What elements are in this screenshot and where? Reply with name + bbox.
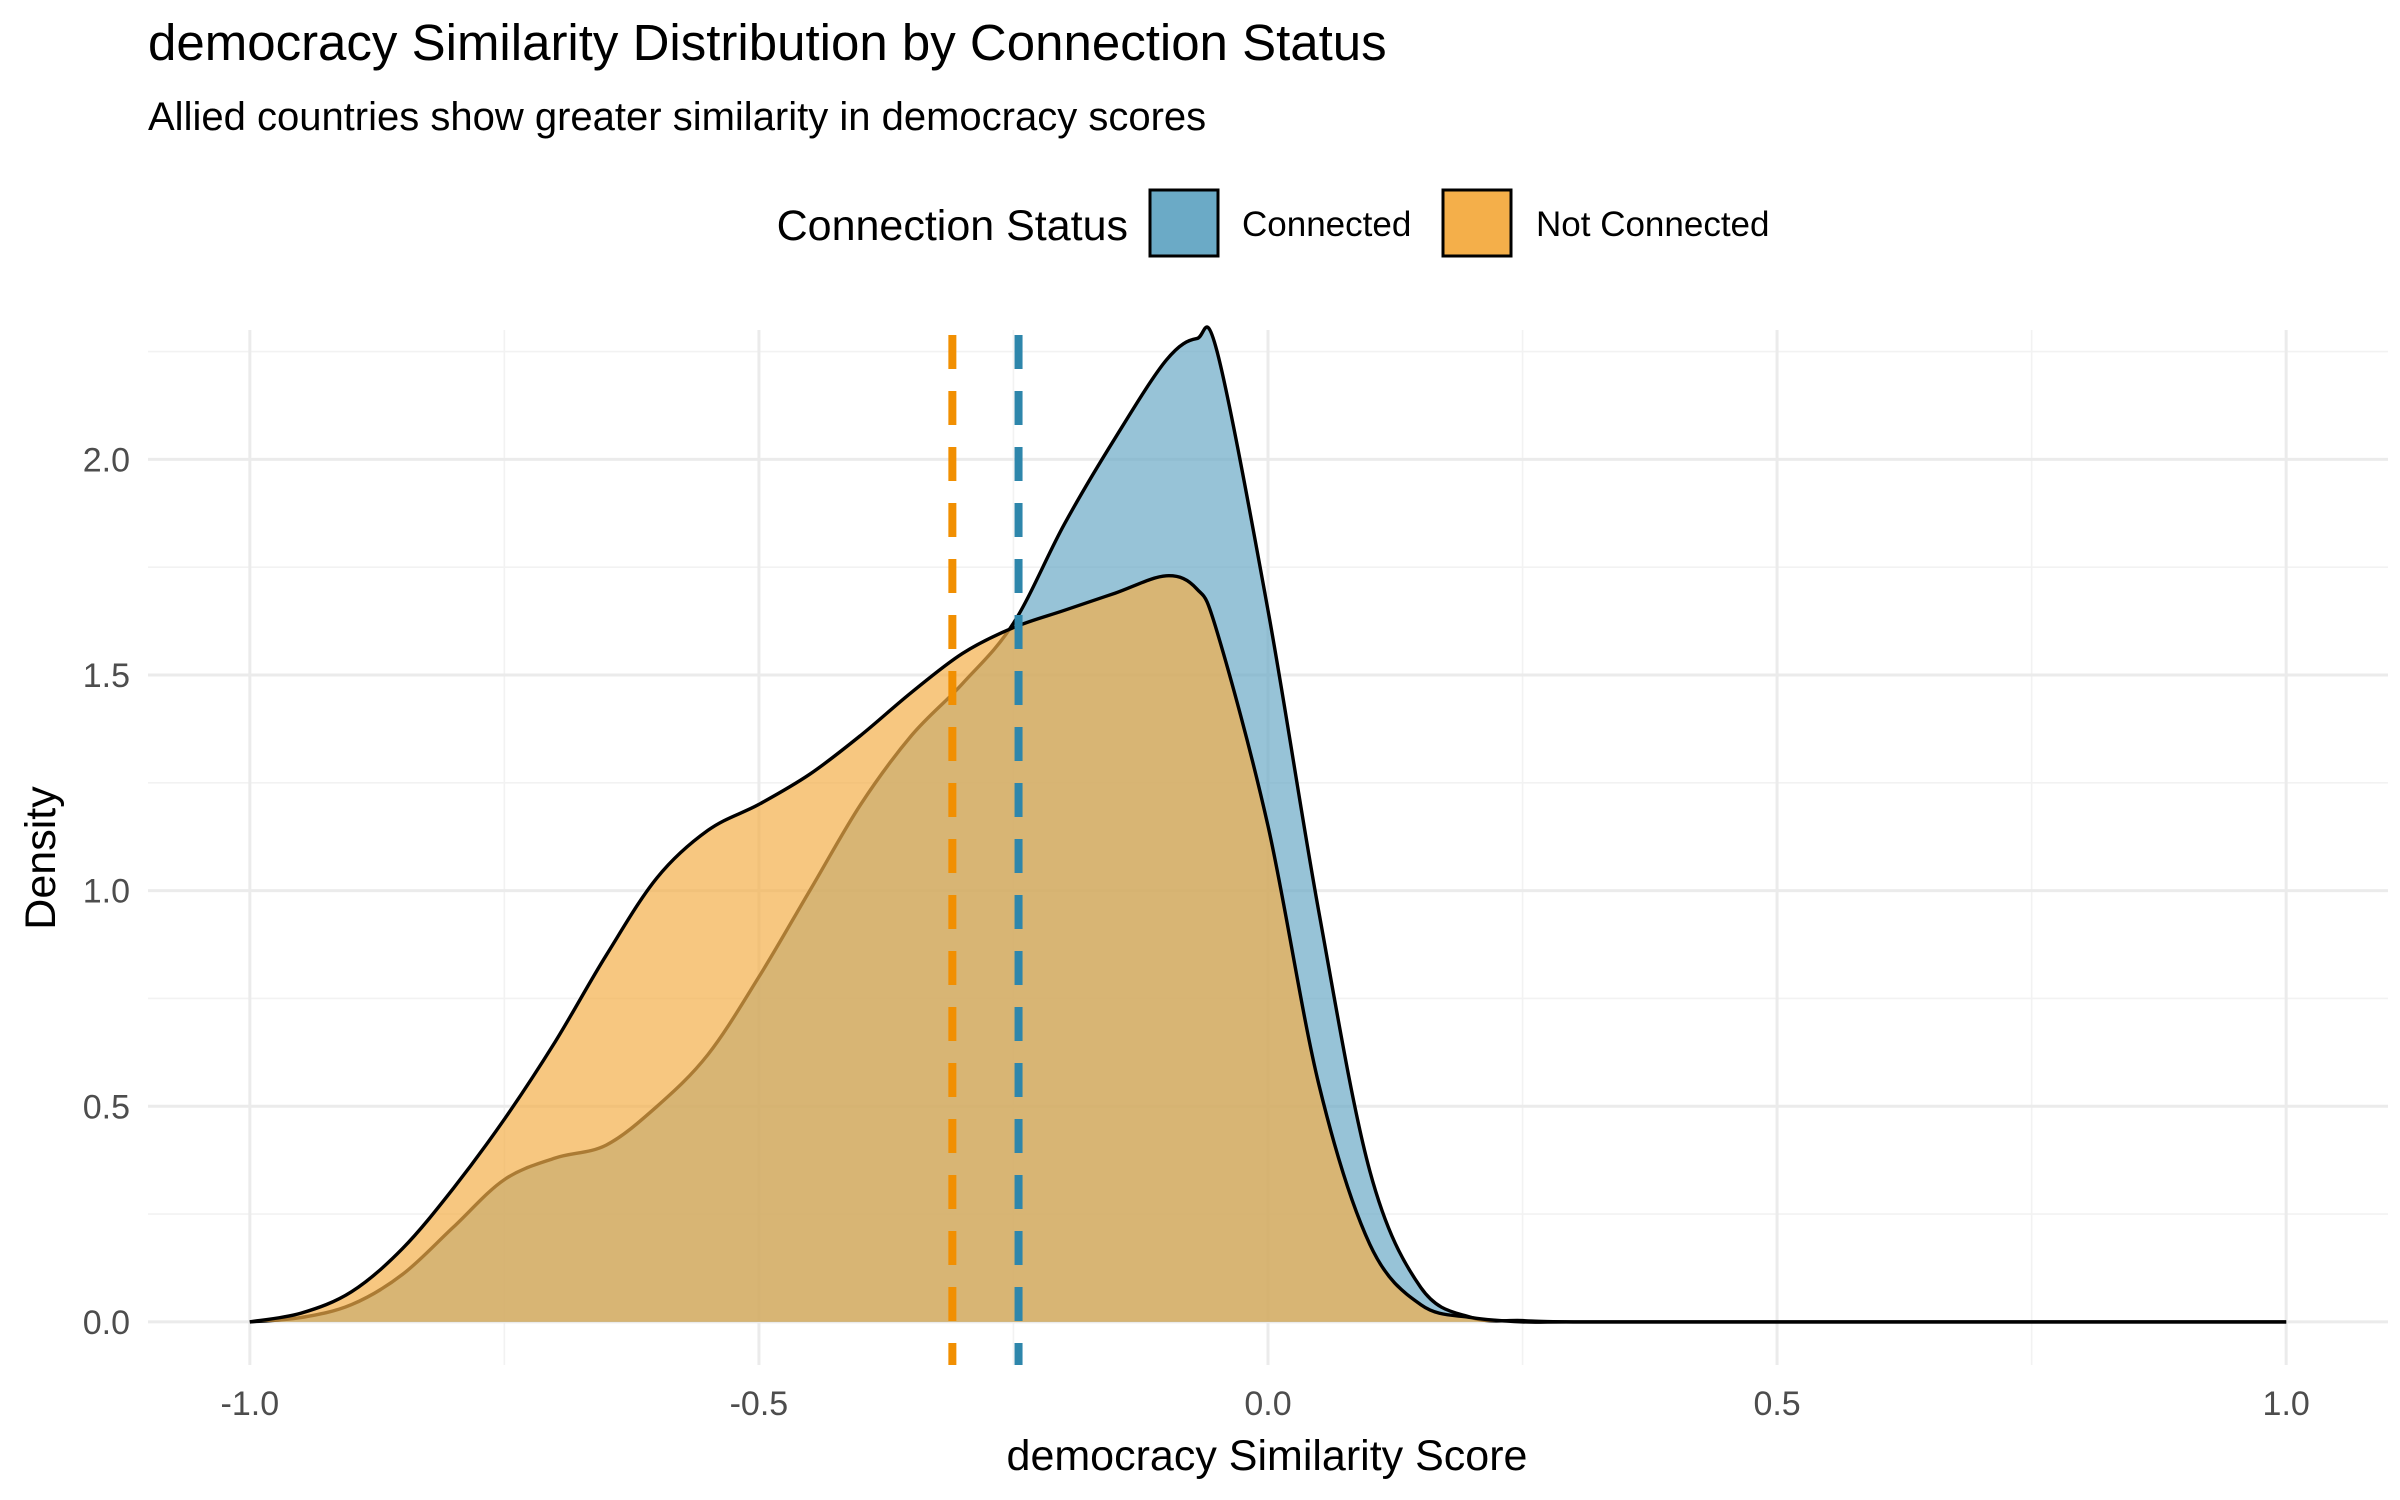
x-tick-label: 0.0 [1244, 1385, 1291, 1423]
legend-label-not-connected: Not Connected [1536, 205, 1769, 244]
chart-title: democracy Similarity Distribution by Con… [148, 14, 1387, 71]
legend-label-connected: Connected [1242, 205, 1411, 244]
y-tick-label: 0.5 [83, 1088, 130, 1126]
chart-subtitle: Allied countries show greater similarity… [148, 95, 1206, 139]
density-line-not-connected [249, 574, 2287, 1324]
density-area-not-connected [249, 575, 2287, 1323]
y-axis-title: Density [17, 786, 65, 930]
x-axis-title: democracy Similarity Score [1007, 1432, 1528, 1480]
y-tick-label: 1.0 [83, 873, 130, 911]
legend-title: Connection Status [777, 202, 1128, 250]
x-tick-label: 1.0 [2263, 1385, 2310, 1423]
x-tick-label: -0.5 [730, 1385, 789, 1423]
y-tick-label: 0.0 [83, 1304, 130, 1342]
density-areas [249, 325, 2287, 1324]
y-tick-labels: 0.0 0.5 1.0 1.5 2.0 [83, 441, 130, 1342]
legend: Connection Status Connected Not Connecte… [777, 188, 1769, 258]
legend-key-connected [1148, 188, 1220, 258]
mean-lines [948, 335, 1023, 1365]
legend-key-not-connected [1441, 188, 1513, 258]
y-tick-label: 2.0 [83, 441, 130, 479]
x-tick-labels: -1.0 -0.5 0.0 0.5 1.0 [221, 1385, 2310, 1423]
x-tick-label: -1.0 [221, 1385, 280, 1423]
x-tick-label: 0.5 [1753, 1385, 1800, 1423]
y-tick-label: 1.5 [83, 657, 130, 695]
